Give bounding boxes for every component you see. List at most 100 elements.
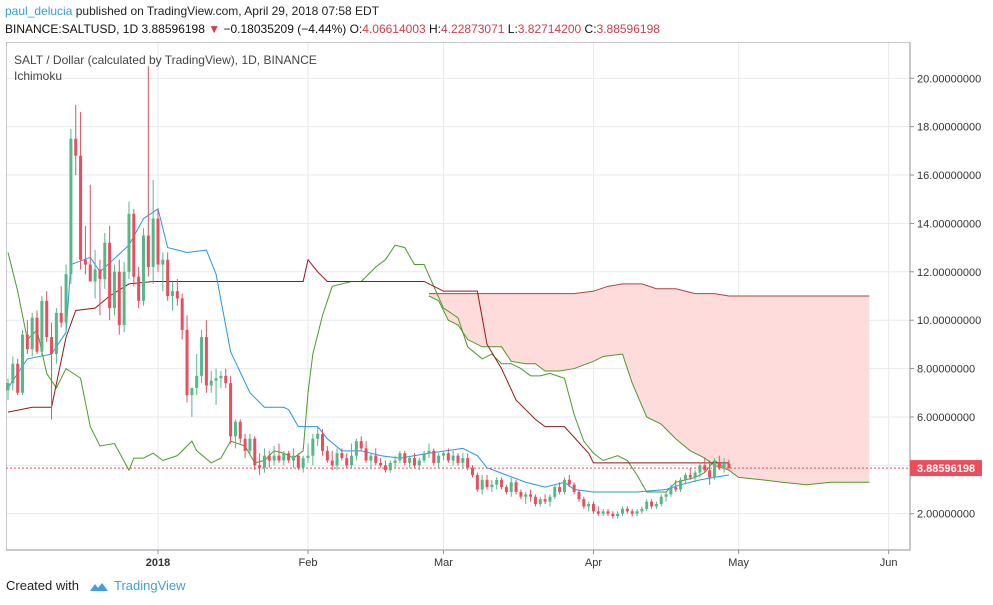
candle-body	[219, 375, 223, 379]
candle-body	[330, 460, 334, 466]
candle-body	[195, 375, 199, 388]
symbol-label: BINANCE:SALTUSD, 1D	[5, 22, 139, 36]
candle-body	[224, 375, 228, 384]
candle-body	[654, 504, 658, 507]
y-tick-label: 6.00000000	[917, 412, 975, 424]
candle-body	[359, 441, 363, 449]
candle-body	[412, 458, 416, 466]
candle-body	[306, 455, 310, 459]
y-tick-label: 18.00000000	[917, 122, 981, 134]
candle-body	[243, 438, 247, 451]
candle-body	[132, 213, 136, 277]
created-with-label: Created with	[6, 578, 79, 593]
candle-body	[166, 259, 170, 296]
candle-body	[456, 455, 460, 463]
price-axis[interactable]: 20.00000000 18.00000000 16.00000000 14.0000…	[910, 73, 982, 521]
candle-body	[151, 218, 155, 267]
candle-body	[190, 387, 194, 396]
candle-body	[35, 317, 39, 352]
candle-body	[316, 433, 320, 439]
candle-body	[625, 508, 629, 512]
chart-title: SALT / Dollar (calculated by TradingView…	[14, 53, 317, 67]
candle-body	[287, 453, 291, 461]
x-tick-label: Apr	[585, 557, 602, 569]
candle-body	[708, 470, 712, 478]
candle-body	[383, 465, 387, 471]
candle-body	[21, 334, 25, 393]
candle-body	[54, 312, 58, 355]
plot-border	[5, 41, 911, 551]
candle-body	[30, 317, 34, 350]
candle-body	[659, 496, 663, 505]
candle-body	[519, 491, 523, 497]
candle-body	[529, 494, 533, 497]
candle-body	[712, 462, 716, 478]
chart-area[interactable]: 20.00000000 18.00000000 16.00000000 14.0000…	[5, 41, 990, 572]
close-label: C:	[584, 22, 597, 36]
candle-body	[688, 475, 692, 478]
cloud-fill	[428, 283, 870, 485]
candle-body	[200, 337, 204, 376]
candles	[6, 66, 731, 519]
candle-body	[533, 496, 537, 505]
candle-body	[233, 421, 237, 437]
tradingview-brand-link[interactable]: TradingView	[114, 578, 186, 593]
candle-body	[558, 487, 562, 492]
indicator-label[interactable]: Ichimoku	[14, 69, 62, 83]
candle-body	[238, 421, 242, 439]
candle-body	[630, 511, 634, 514]
ichimoku-cloud	[428, 283, 870, 485]
candle-body	[645, 501, 649, 509]
candle-body	[490, 484, 494, 488]
y-tick-label: 12.00000000	[917, 267, 981, 279]
footer: Created with TradingView	[6, 578, 186, 593]
candle-body	[606, 511, 610, 514]
candle-body	[388, 462, 392, 471]
candle-body	[567, 479, 571, 485]
publish-info: published on TradingView.com, April 29, …	[75, 4, 380, 18]
candle-body	[408, 458, 412, 463]
candle-body	[229, 383, 233, 437]
candle-body	[693, 472, 697, 478]
author-link[interactable]: paul_delucia	[5, 4, 73, 18]
candle-body	[204, 337, 208, 386]
candle-body	[340, 453, 344, 459]
candle-body	[253, 438, 257, 466]
candle-body	[171, 291, 175, 296]
candle-body	[466, 458, 470, 468]
high-label: H:	[429, 22, 442, 36]
time-axis[interactable]: 2018 Feb Mar Apr May Jun	[146, 550, 898, 569]
candle-body	[291, 455, 295, 461]
last-price: 3.88596198	[141, 22, 205, 36]
candle-body	[156, 218, 160, 265]
candle-body	[679, 479, 683, 490]
candle-body	[591, 504, 595, 512]
candle-body	[471, 467, 475, 476]
candle-body	[74, 138, 78, 156]
candle-body	[621, 508, 625, 514]
candle-body	[548, 496, 552, 502]
candle-body	[64, 274, 68, 323]
x-tick-label: May	[728, 557, 749, 569]
candle-body	[301, 458, 305, 468]
candle-body	[582, 499, 586, 507]
candle-body	[282, 453, 286, 461]
candle-body	[185, 329, 189, 396]
y-tick-label: 16.00000000	[917, 170, 981, 182]
candle-body	[59, 312, 63, 323]
candle-body	[79, 155, 83, 260]
candle-body	[514, 482, 518, 492]
candle-body	[635, 511, 639, 514]
candle-body	[538, 499, 542, 505]
candle-body	[587, 504, 591, 507]
candle-body	[717, 462, 721, 468]
candle-body	[437, 455, 441, 463]
candle-body	[640, 508, 644, 512]
candle-body	[40, 300, 44, 352]
price-chart[interactable]: 20.00000000 18.00000000 16.00000000 14.0000…	[5, 41, 990, 572]
senkou-span-b-line	[428, 283, 870, 297]
candle-body	[112, 271, 116, 309]
close-value: 3.88596198	[596, 22, 660, 36]
candle-body	[461, 458, 465, 463]
candle-body	[350, 455, 354, 466]
